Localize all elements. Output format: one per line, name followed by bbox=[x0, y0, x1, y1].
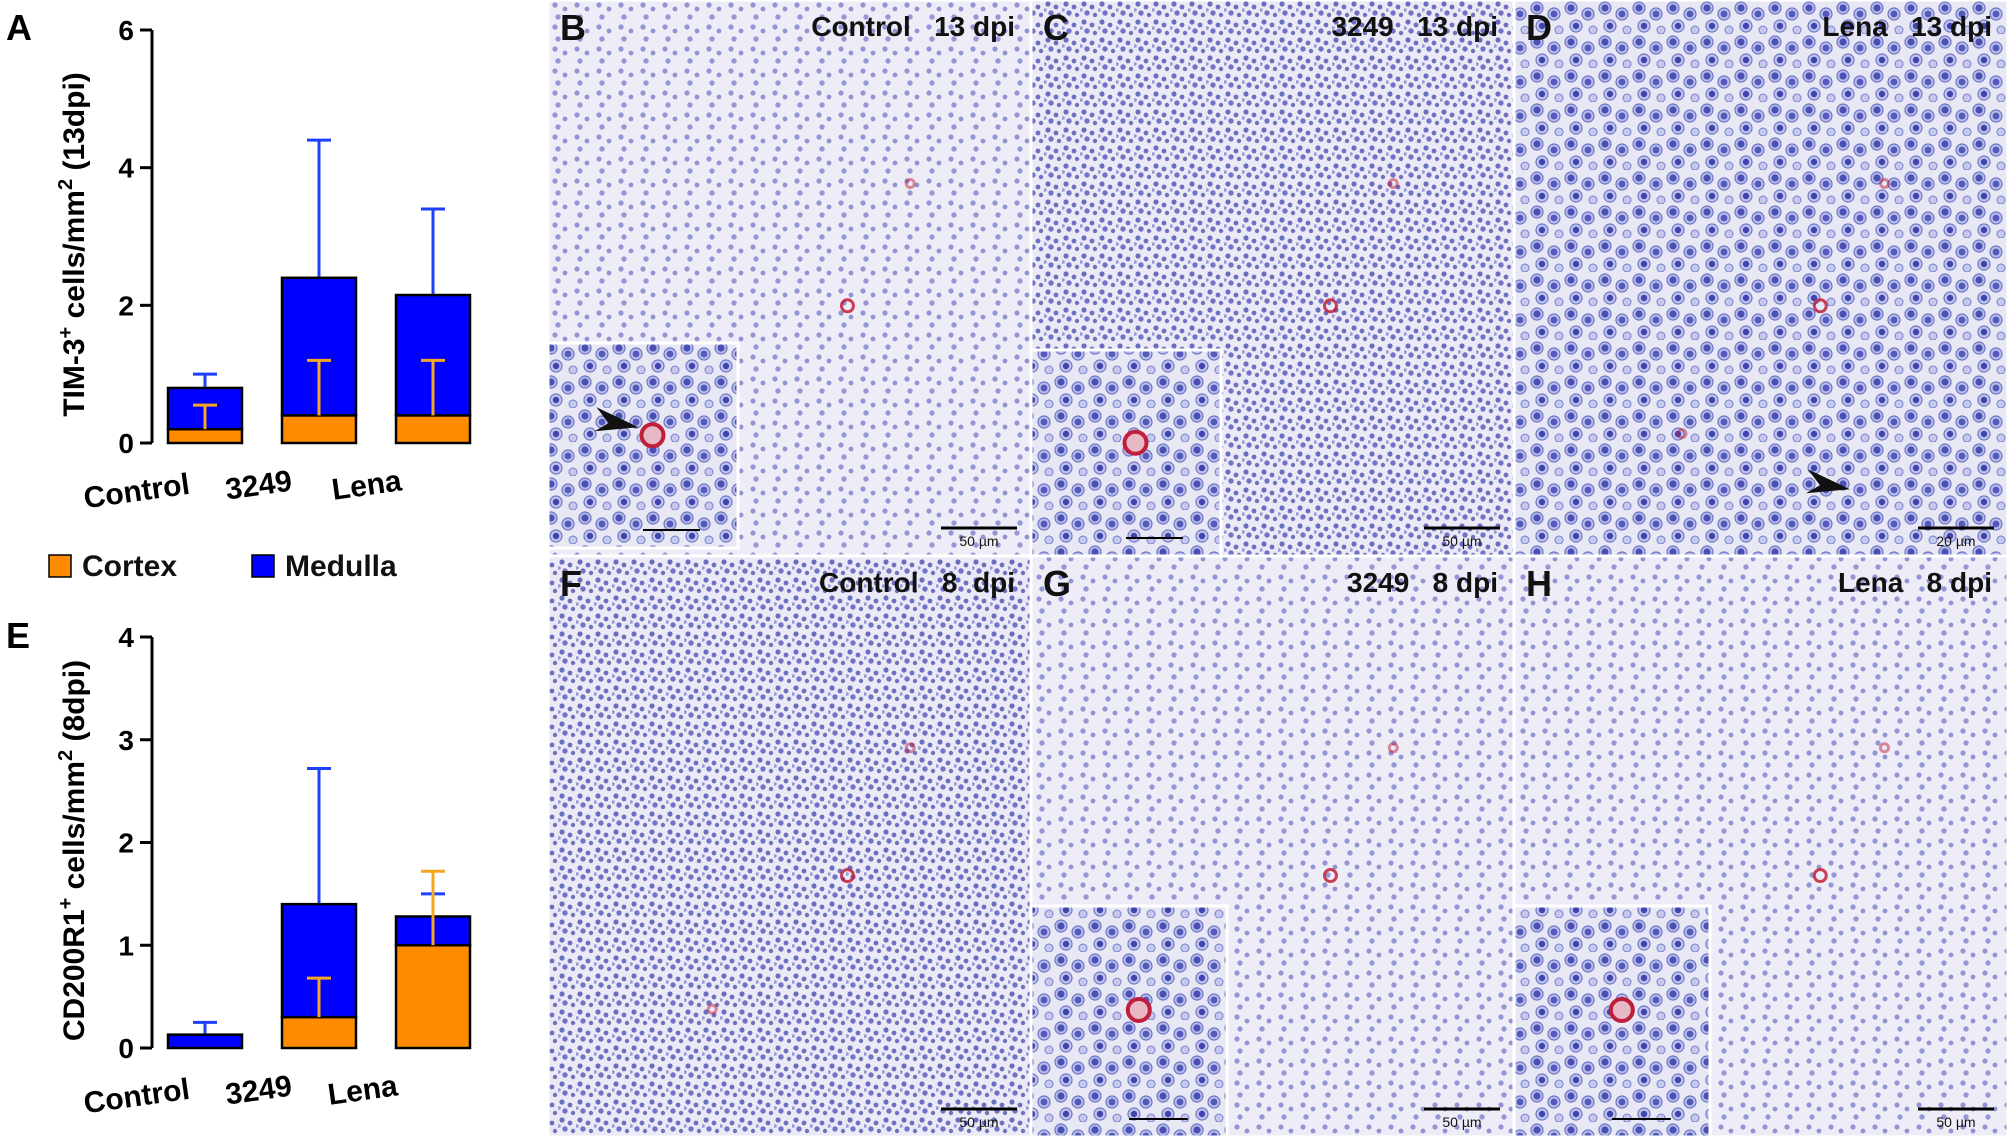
scale-bar-label: 50 µm bbox=[959, 1114, 998, 1130]
panel-letter: D bbox=[1526, 7, 1552, 48]
bar-cortex bbox=[394, 414, 472, 445]
positive-cell bbox=[839, 868, 855, 884]
panel-letter: E bbox=[6, 615, 30, 656]
x-tick-label: Lena bbox=[330, 464, 404, 506]
tissue-image bbox=[548, 556, 1031, 1137]
y-tick-label: 4 bbox=[118, 622, 134, 653]
positive-cell bbox=[1322, 298, 1338, 314]
tissue-image bbox=[1514, 0, 2008, 556]
legend-swatch-cortex bbox=[48, 554, 72, 578]
x-tick-label: 3249 bbox=[223, 1070, 294, 1112]
panel-label: Control 13 dpi bbox=[811, 11, 1015, 42]
positive-cell-magnified bbox=[1608, 996, 1635, 1023]
bar-cortex bbox=[166, 427, 244, 445]
panel-label: Lena 8 dpi bbox=[1838, 567, 1992, 598]
inset-magnified bbox=[1512, 904, 1712, 1137]
legend: Cortex Medulla bbox=[48, 550, 397, 583]
positive-cell bbox=[706, 1003, 718, 1015]
bar-cortex bbox=[394, 944, 472, 1050]
positive-cell bbox=[1387, 742, 1399, 754]
positive-cell-magnified bbox=[639, 422, 666, 449]
positive-cell bbox=[1812, 868, 1828, 884]
micrograph-g: G 3249 8 dpi 50 µm bbox=[1029, 554, 1516, 1137]
y-tick-label: 0 bbox=[118, 428, 134, 459]
micrograph-h: H Lena 8 dpi 50 µm bbox=[1512, 554, 2008, 1137]
positive-cell bbox=[1879, 742, 1890, 754]
bar-cortex bbox=[280, 1015, 358, 1050]
positive-cell bbox=[1676, 428, 1688, 440]
positive-cell bbox=[1879, 177, 1890, 189]
positive-cell bbox=[904, 742, 916, 754]
legend-label-medulla: Medulla bbox=[285, 550, 397, 583]
y-tick-label: 0 bbox=[118, 1033, 134, 1064]
x-tick-label: 3249 bbox=[223, 465, 294, 507]
inset-magnified bbox=[546, 341, 740, 550]
positive-cell bbox=[904, 177, 916, 189]
panel-label: 3249 13 dpi bbox=[1331, 11, 1498, 42]
x-tick-label: Control bbox=[82, 1073, 192, 1121]
panel-letter: B bbox=[560, 7, 586, 48]
y-tick-label: 6 bbox=[118, 15, 134, 46]
y-tick-label: 4 bbox=[118, 153, 134, 184]
bar-medulla bbox=[166, 1033, 244, 1050]
positive-cell bbox=[1812, 298, 1828, 314]
chart-cd200r1: E 0 1 2 3 4 Control 3249 Lena CD200R1+ cells/mm2 … bbox=[6, 615, 472, 1121]
y-axis-label: CD200R1+ cells/mm2 (8dpi) bbox=[55, 660, 91, 1041]
scale-bar-label: 20 µm bbox=[1936, 533, 1975, 549]
positive-cell bbox=[1387, 177, 1399, 189]
y-tick-label: 2 bbox=[118, 828, 134, 859]
y-tick-label: 3 bbox=[118, 725, 134, 756]
panel-label: Lena 13 dpi bbox=[1822, 11, 1992, 42]
positive-cell bbox=[839, 298, 855, 314]
micrograph-f: F Control 8 dpi 50 µm bbox=[546, 554, 1033, 1137]
positive-cell-magnified bbox=[1122, 429, 1149, 456]
x-tick-label: Lena bbox=[326, 1069, 400, 1111]
panel-label: Control 8 dpi bbox=[819, 567, 1015, 598]
inset-magnified bbox=[1029, 904, 1229, 1137]
micrograph-b: B Control 13 dpi 50 µm bbox=[546, 0, 1033, 558]
x-tick-label: Control bbox=[82, 468, 192, 516]
scale-bar-label: 50 µm bbox=[1442, 533, 1481, 549]
legend-label-cortex: Cortex bbox=[82, 550, 177, 583]
panel-letter: C bbox=[1043, 7, 1069, 48]
arrowhead-icon bbox=[1805, 469, 1850, 494]
panel-letter: F bbox=[560, 563, 582, 604]
panel-letter: G bbox=[1043, 563, 1071, 604]
micrograph-c: C 3249 13 dpi 50 µm bbox=[1029, 0, 1516, 558]
panel-label: 3249 8 dpi bbox=[1347, 567, 1498, 598]
arrowhead-icon bbox=[594, 407, 639, 432]
scale-bar-label: 50 µm bbox=[959, 533, 998, 549]
panel-letter: A bbox=[6, 7, 32, 48]
scale-bar-label: 50 µm bbox=[1442, 1114, 1481, 1130]
y-axis-label: TIM-3+ cells/mm2 (13dpi) bbox=[55, 72, 91, 417]
y-tick-label: 1 bbox=[118, 930, 134, 961]
bar-cortex bbox=[280, 414, 358, 445]
y-tick-label: 2 bbox=[118, 290, 134, 321]
scale-bar-label: 50 µm bbox=[1936, 1114, 1975, 1130]
panel-letter: H bbox=[1526, 563, 1552, 604]
positive-cell bbox=[1322, 868, 1338, 884]
legend-swatch-medulla bbox=[251, 554, 275, 578]
positive-cell-magnified bbox=[1125, 996, 1152, 1023]
micrograph-d: D Lena 13 dpi 20 µm bbox=[1512, 0, 2008, 558]
chart-tim3: A 0 2 4 6 Control 3249 Lena TIM-3+ cells/mm2 (13… bbox=[6, 7, 472, 516]
inset-magnified bbox=[1029, 348, 1223, 558]
micrograph-panels: B Control 13 dpi 50 µm C 3249 13 dpi 50 µm D Le… bbox=[546, 0, 2008, 1137]
